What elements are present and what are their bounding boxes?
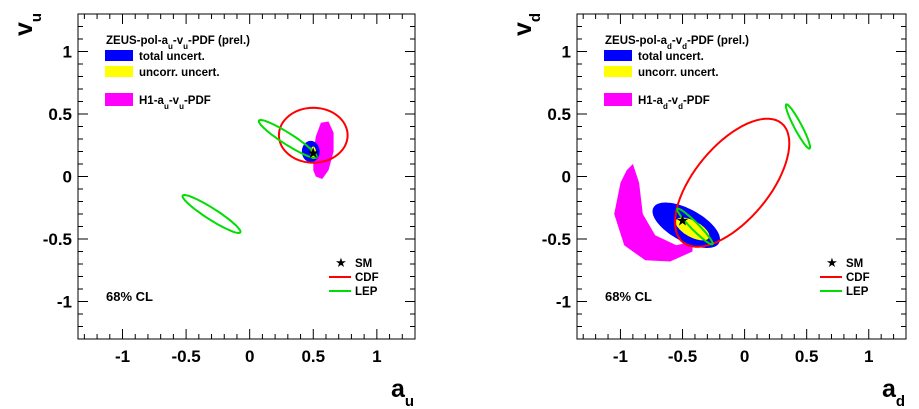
sm-point-marker: ★ bbox=[676, 212, 689, 229]
cdf-contour bbox=[277, 106, 349, 164]
y-tick-label: 0.5 bbox=[547, 105, 571, 124]
cdf-contour bbox=[674, 117, 791, 248]
legend-swatch-h1 bbox=[105, 93, 133, 106]
legend-sm-marker: ★ bbox=[335, 255, 347, 270]
legend-label-cdf: CDF bbox=[846, 272, 870, 284]
legend-label-total: total uncert. bbox=[139, 51, 205, 63]
y-axis-title: vu bbox=[10, 13, 45, 36]
y-tick-label: -1 bbox=[57, 293, 72, 312]
lep-contour-1 bbox=[257, 118, 318, 160]
legend-swatch-total bbox=[604, 50, 632, 61]
y-axis-title: vd bbox=[509, 13, 544, 36]
legend-swatch-uncorr bbox=[604, 66, 632, 77]
x-tick-label: -1 bbox=[613, 347, 628, 366]
x-tick-label: 0 bbox=[245, 347, 254, 366]
legend-label-sm: SM bbox=[846, 258, 863, 270]
legend-sm-marker: ★ bbox=[826, 255, 838, 270]
legend-label-lep: LEP bbox=[355, 286, 378, 298]
legend-header: ZEUS-pol-au-vu-PDF (prel.) bbox=[106, 35, 250, 51]
y-tick-label: 0 bbox=[562, 168, 571, 187]
x-tick-label: 1 bbox=[372, 347, 381, 366]
legend-label-total: total uncert. bbox=[638, 51, 704, 63]
x-tick-label: 0 bbox=[740, 347, 749, 366]
plot-area: ★ bbox=[614, 103, 812, 262]
legend-label-uncorr: uncorr. uncert. bbox=[139, 67, 220, 79]
y-tick-label: 1 bbox=[63, 43, 72, 62]
lep-contour-2 bbox=[181, 193, 242, 235]
y-tick-label: -0.5 bbox=[542, 230, 571, 249]
x-tick-label: 0.5 bbox=[301, 347, 325, 366]
lep-contour-1 bbox=[676, 207, 714, 246]
panel-u-quark: ★ -1 -0.5 0 0.5 1 -1 -0.5 0 0.5 1 au vu ZEUS-pol-au-v… bbox=[10, 13, 416, 409]
panel-d-quark: ★ -1 -0.5 0 0.5 1 -1 -0.5 0 0.5 1 ad vd ZEUS-pol-ad-v… bbox=[509, 13, 907, 409]
y-tick-label: 1 bbox=[562, 43, 571, 62]
y-tick-label: -0.5 bbox=[43, 230, 72, 249]
y-tick-label: 0.5 bbox=[48, 105, 72, 124]
sm-point-marker: ★ bbox=[307, 145, 320, 162]
cl-label: 68% CL bbox=[106, 289, 153, 304]
plot-area: ★ bbox=[181, 106, 349, 235]
x-tick-label: 0.5 bbox=[795, 347, 819, 366]
legend-header: ZEUS-pol-ad-vd-PDF (prel.) bbox=[605, 35, 749, 51]
cl-label: 68% CL bbox=[605, 289, 652, 304]
legend-swatch-uncorr bbox=[105, 66, 133, 77]
h1-region bbox=[614, 164, 693, 262]
x-axis-title: au bbox=[391, 375, 414, 409]
legend-swatch-h1 bbox=[604, 93, 632, 106]
legend-label-sm: SM bbox=[355, 258, 372, 270]
legend-label-uncorr: uncorr. uncert. bbox=[638, 67, 719, 79]
legend-label-lep: LEP bbox=[846, 286, 869, 298]
x-tick-label: 1 bbox=[864, 347, 873, 366]
legend-label-cdf: CDF bbox=[355, 272, 379, 284]
x-tick-label: -1 bbox=[115, 347, 130, 366]
h1-region bbox=[313, 121, 334, 179]
legend-label-h1: H1-au-vu-PDF bbox=[139, 95, 211, 111]
x-tick-label: -0.5 bbox=[171, 347, 200, 366]
legend-label-h1: H1-ad-vd-PDF bbox=[638, 95, 710, 111]
legend-swatch-total bbox=[105, 50, 133, 61]
x-axis-title: ad bbox=[882, 375, 905, 409]
y-tick-label: -1 bbox=[556, 293, 571, 312]
y-tick-label: 0 bbox=[63, 168, 72, 187]
lep-contour-2 bbox=[784, 103, 812, 150]
x-tick-label: -0.5 bbox=[668, 347, 697, 366]
